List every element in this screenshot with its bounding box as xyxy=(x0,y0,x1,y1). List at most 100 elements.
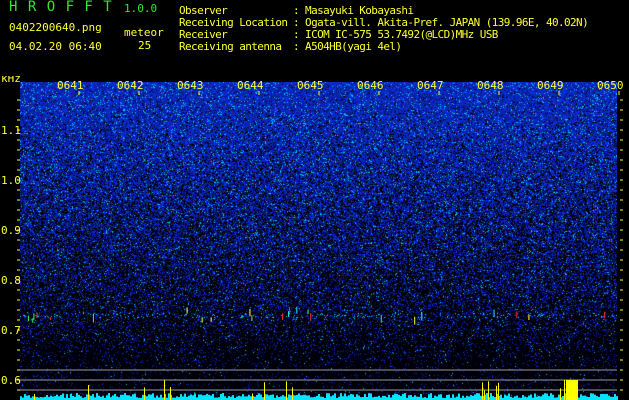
level-bar xyxy=(346,396,348,400)
meteor-label: meteor xyxy=(124,26,164,39)
y-tick-label: 0.8 xyxy=(1,274,21,287)
level-bar xyxy=(200,394,202,400)
location-value: : Ogata-vill. Akita-Pref. JAPAN (139.96E… xyxy=(293,16,589,29)
level-bar xyxy=(596,396,598,400)
level-bar xyxy=(240,396,242,400)
level-bar xyxy=(554,397,556,400)
level-bar xyxy=(464,397,466,400)
level-bar xyxy=(590,393,592,400)
meteor-echo xyxy=(528,314,530,321)
level-bar xyxy=(50,395,52,400)
level-bar xyxy=(138,397,140,400)
level-bar xyxy=(268,395,270,400)
level-bar xyxy=(342,396,344,400)
meteor-echo xyxy=(201,317,203,323)
level-bar xyxy=(426,397,428,400)
level-bar xyxy=(366,396,368,400)
level-bar xyxy=(130,396,132,400)
filename: 0402200640.png xyxy=(9,21,102,34)
level-bar xyxy=(44,396,46,400)
level-bar xyxy=(134,393,136,400)
level-bar xyxy=(40,397,42,400)
level-bar xyxy=(120,394,122,400)
level-bar xyxy=(386,397,388,400)
level-bar xyxy=(516,395,518,400)
level-bar xyxy=(432,397,434,400)
level-bar xyxy=(176,396,178,400)
level-bar xyxy=(76,393,78,400)
level-bar xyxy=(172,397,174,400)
meteor-echo xyxy=(289,307,291,315)
level-bar xyxy=(438,394,440,400)
level-bar xyxy=(490,393,492,400)
echo-bar xyxy=(252,393,253,400)
level-bar xyxy=(376,396,378,400)
level-bar xyxy=(418,396,420,400)
level-bar xyxy=(362,396,364,400)
level-bar xyxy=(190,394,192,400)
level-bar xyxy=(328,393,330,400)
level-bar xyxy=(512,397,514,400)
level-bar xyxy=(266,394,268,400)
level-bar xyxy=(416,396,418,400)
version: 1.0.0 xyxy=(124,2,158,15)
level-bar xyxy=(212,393,214,400)
level-bar xyxy=(360,397,362,400)
level-bar xyxy=(390,397,392,400)
level-bar xyxy=(558,394,560,400)
level-bar xyxy=(260,394,262,400)
level-bar xyxy=(274,397,276,400)
level-bar xyxy=(494,397,496,400)
level-bar xyxy=(476,393,478,400)
level-bar xyxy=(92,394,94,400)
level-bar xyxy=(72,396,74,400)
level-bar xyxy=(124,393,126,400)
level-bar xyxy=(94,397,96,400)
echo-bar xyxy=(566,380,578,400)
level-bar xyxy=(114,393,116,400)
echo-bar xyxy=(170,387,171,400)
level-bar xyxy=(182,396,184,400)
level-bar xyxy=(480,395,482,400)
level-bar xyxy=(444,397,446,400)
level-bar xyxy=(384,395,386,400)
level-bar xyxy=(318,393,320,400)
level-bar xyxy=(474,394,476,400)
level-bar xyxy=(38,397,40,400)
level-bar xyxy=(370,393,372,400)
level-bar xyxy=(100,396,102,400)
meteor-echo xyxy=(493,309,495,317)
level-bar xyxy=(348,395,350,400)
level-bar xyxy=(374,396,376,400)
level-bar xyxy=(184,393,186,400)
level-bar xyxy=(220,393,222,400)
level-bar xyxy=(332,395,334,400)
meteor-echo xyxy=(251,315,253,322)
level-bar xyxy=(20,396,22,400)
level-bar xyxy=(334,393,336,400)
level-bar xyxy=(174,397,176,400)
level-bar xyxy=(408,395,410,400)
level-bar xyxy=(388,394,390,400)
level-bar xyxy=(186,396,188,400)
level-bar xyxy=(358,395,360,400)
level-bar xyxy=(454,397,456,400)
level-bar xyxy=(604,394,606,400)
x-tick-label: 0643 xyxy=(177,79,204,92)
level-bar xyxy=(472,395,474,400)
level-bar xyxy=(394,393,396,400)
level-bar xyxy=(60,394,62,400)
level-bar xyxy=(278,397,280,400)
level-bar xyxy=(510,396,512,400)
level-bar xyxy=(344,393,346,400)
level-bar xyxy=(178,397,180,400)
level-bar xyxy=(146,396,148,400)
level-bar xyxy=(602,393,604,400)
level-bar xyxy=(396,394,398,400)
level-bar xyxy=(364,394,366,400)
level-bar xyxy=(486,393,488,400)
level-bar xyxy=(128,395,130,400)
level-bar xyxy=(84,397,86,400)
location-label: Receiving Location xyxy=(179,16,288,29)
echo-bar xyxy=(34,393,35,400)
